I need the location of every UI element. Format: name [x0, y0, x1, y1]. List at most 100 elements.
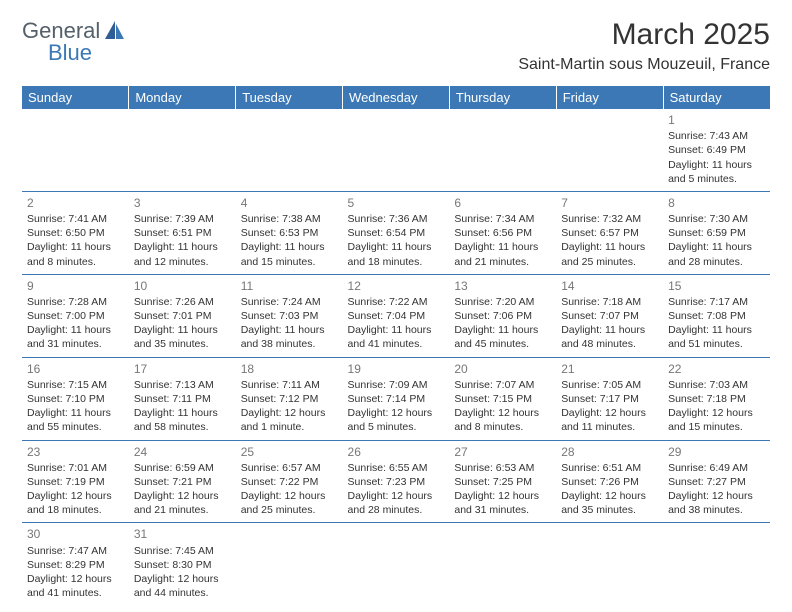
cell-day1: Daylight: 11 hours [27, 240, 124, 254]
weekday-header: Saturday [663, 86, 770, 109]
cell-day2: and 5 minutes. [668, 172, 765, 186]
day-number: 17 [134, 361, 231, 377]
cell-sunset: Sunset: 7:10 PM [27, 392, 124, 406]
cell-day1: Daylight: 11 hours [561, 323, 658, 337]
cell-day1: Daylight: 11 hours [27, 406, 124, 420]
cell-sunset: Sunset: 6:51 PM [134, 226, 231, 240]
cell-day2: and 11 minutes. [561, 420, 658, 434]
calendar-cell: 12Sunrise: 7:22 AMSunset: 7:04 PMDayligh… [343, 274, 450, 357]
cell-day1: Daylight: 12 hours [668, 489, 765, 503]
cell-sunrise: Sunrise: 7:11 AM [241, 378, 338, 392]
cell-day1: Daylight: 11 hours [668, 158, 765, 172]
calendar-cell: 25Sunrise: 6:57 AMSunset: 7:22 PMDayligh… [236, 440, 343, 523]
cell-sunrise: Sunrise: 7:01 AM [27, 461, 124, 475]
day-number: 23 [27, 444, 124, 460]
cell-sunset: Sunset: 8:29 PM [27, 558, 124, 572]
cell-day2: and 55 minutes. [27, 420, 124, 434]
day-number: 18 [241, 361, 338, 377]
cell-day1: Daylight: 12 hours [241, 489, 338, 503]
calendar-row: 1Sunrise: 7:43 AMSunset: 6:49 PMDaylight… [22, 109, 770, 191]
logo-text-blue-wrap: Blue [48, 40, 92, 66]
cell-day1: Daylight: 11 hours [348, 323, 445, 337]
calendar-cell: 7Sunrise: 7:32 AMSunset: 6:57 PMDaylight… [556, 191, 663, 274]
cell-sunrise: Sunrise: 7:26 AM [134, 295, 231, 309]
calendar-cell: 6Sunrise: 7:34 AMSunset: 6:56 PMDaylight… [449, 191, 556, 274]
calendar-cell: 27Sunrise: 6:53 AMSunset: 7:25 PMDayligh… [449, 440, 556, 523]
cell-sunset: Sunset: 6:54 PM [348, 226, 445, 240]
calendar-cell [663, 523, 770, 605]
calendar-cell: 13Sunrise: 7:20 AMSunset: 7:06 PMDayligh… [449, 274, 556, 357]
calendar-cell [343, 109, 450, 191]
cell-day2: and 51 minutes. [668, 337, 765, 351]
cell-day2: and 35 minutes. [134, 337, 231, 351]
cell-sunset: Sunset: 7:04 PM [348, 309, 445, 323]
cell-sunset: Sunset: 7:00 PM [27, 309, 124, 323]
cell-day2: and 12 minutes. [134, 255, 231, 269]
cell-sunrise: Sunrise: 6:55 AM [348, 461, 445, 475]
day-number: 27 [454, 444, 551, 460]
day-number: 22 [668, 361, 765, 377]
cell-day2: and 15 minutes. [668, 420, 765, 434]
calendar-body: 1Sunrise: 7:43 AMSunset: 6:49 PMDaylight… [22, 109, 770, 605]
day-number: 2 [27, 195, 124, 211]
cell-day2: and 18 minutes. [348, 255, 445, 269]
cell-sunrise: Sunrise: 7:03 AM [668, 378, 765, 392]
day-number: 28 [561, 444, 658, 460]
cell-day1: Daylight: 12 hours [454, 406, 551, 420]
calendar-cell: 31Sunrise: 7:45 AMSunset: 8:30 PMDayligh… [129, 523, 236, 605]
calendar-cell: 20Sunrise: 7:07 AMSunset: 7:15 PMDayligh… [449, 357, 556, 440]
cell-day2: and 58 minutes. [134, 420, 231, 434]
weekday-header: Tuesday [236, 86, 343, 109]
cell-day2: and 18 minutes. [27, 503, 124, 517]
cell-day1: Daylight: 11 hours [668, 323, 765, 337]
cell-sunrise: Sunrise: 6:59 AM [134, 461, 231, 475]
cell-day2: and 15 minutes. [241, 255, 338, 269]
calendar-cell: 4Sunrise: 7:38 AMSunset: 6:53 PMDaylight… [236, 191, 343, 274]
day-number: 20 [454, 361, 551, 377]
cell-day1: Daylight: 12 hours [27, 572, 124, 586]
weekday-header: Monday [129, 86, 236, 109]
day-number: 15 [668, 278, 765, 294]
cell-day2: and 41 minutes. [27, 586, 124, 600]
calendar-row: 23Sunrise: 7:01 AMSunset: 7:19 PMDayligh… [22, 440, 770, 523]
cell-sunrise: Sunrise: 7:13 AM [134, 378, 231, 392]
cell-sunset: Sunset: 7:21 PM [134, 475, 231, 489]
day-number: 9 [27, 278, 124, 294]
cell-sunset: Sunset: 7:01 PM [134, 309, 231, 323]
day-number: 10 [134, 278, 231, 294]
cell-day1: Daylight: 12 hours [348, 489, 445, 503]
calendar-cell: 30Sunrise: 7:47 AMSunset: 8:29 PMDayligh… [22, 523, 129, 605]
calendar-cell: 18Sunrise: 7:11 AMSunset: 7:12 PMDayligh… [236, 357, 343, 440]
calendar-cell [236, 523, 343, 605]
weekday-header: Sunday [22, 86, 129, 109]
cell-day1: Daylight: 12 hours [454, 489, 551, 503]
day-number: 25 [241, 444, 338, 460]
cell-day2: and 38 minutes. [668, 503, 765, 517]
cell-day1: Daylight: 12 hours [348, 406, 445, 420]
cell-day2: and 38 minutes. [241, 337, 338, 351]
cell-sunrise: Sunrise: 7:45 AM [134, 544, 231, 558]
cell-sunrise: Sunrise: 7:18 AM [561, 295, 658, 309]
cell-day2: and 25 minutes. [561, 255, 658, 269]
logo-text-blue: Blue [48, 40, 92, 66]
header: General March 2025 Saint-Martin sous Mou… [22, 18, 770, 74]
cell-sunrise: Sunrise: 7:32 AM [561, 212, 658, 226]
cell-sunrise: Sunrise: 7:47 AM [27, 544, 124, 558]
cell-sunrise: Sunrise: 7:15 AM [27, 378, 124, 392]
cell-day2: and 28 minutes. [668, 255, 765, 269]
calendar-cell: 10Sunrise: 7:26 AMSunset: 7:01 PMDayligh… [129, 274, 236, 357]
cell-day1: Daylight: 12 hours [561, 406, 658, 420]
day-number: 24 [134, 444, 231, 460]
day-number: 3 [134, 195, 231, 211]
cell-sunset: Sunset: 6:56 PM [454, 226, 551, 240]
calendar-cell: 14Sunrise: 7:18 AMSunset: 7:07 PMDayligh… [556, 274, 663, 357]
cell-day1: Daylight: 11 hours [454, 323, 551, 337]
cell-sunrise: Sunrise: 7:38 AM [241, 212, 338, 226]
cell-sunset: Sunset: 7:07 PM [561, 309, 658, 323]
location: Saint-Martin sous Mouzeuil, France [518, 56, 770, 74]
cell-day2: and 41 minutes. [348, 337, 445, 351]
cell-sunrise: Sunrise: 6:57 AM [241, 461, 338, 475]
calendar-cell: 5Sunrise: 7:36 AMSunset: 6:54 PMDaylight… [343, 191, 450, 274]
weekday-header: Thursday [449, 86, 556, 109]
calendar-row: 9Sunrise: 7:28 AMSunset: 7:00 PMDaylight… [22, 274, 770, 357]
